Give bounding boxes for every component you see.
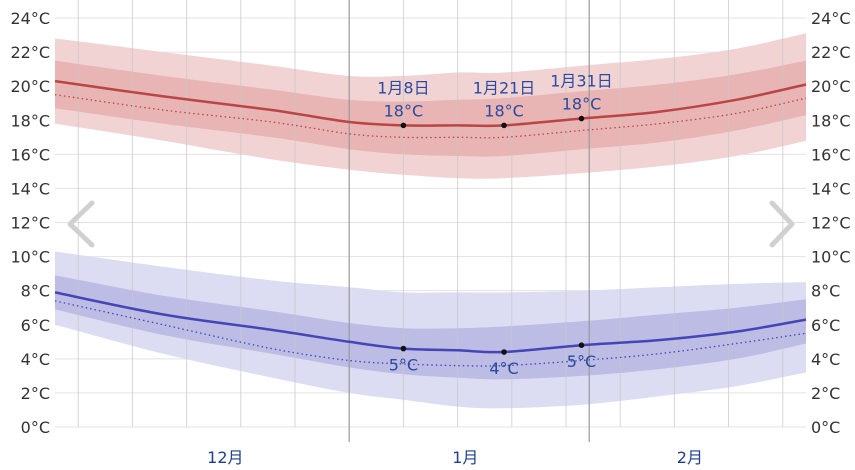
annotation-point — [400, 122, 407, 129]
y-tick-label-right: 16°C — [811, 145, 851, 164]
axis-ticks: 0°C 0°C 2°C 2°C 4°C 4°C 6°C 6°C 8°C 8°C 10°C 10°C 12… — [10, 9, 850, 437]
annotation-point — [578, 115, 585, 122]
series-lines — [54, 79, 807, 367]
y-tick-label-right: 4°C — [811, 350, 840, 369]
y-tick-label-right: 14°C — [811, 179, 851, 198]
y-tick-label-right: 18°C — [811, 111, 851, 130]
y-tick-label-right: 2°C — [811, 384, 840, 403]
month-label: 1月 — [452, 448, 478, 467]
y-tick-label-left: 8°C — [21, 282, 50, 301]
y-tick-label-left: 16°C — [10, 145, 50, 164]
annotation-temp: 18°C — [384, 101, 424, 120]
y-tick-label-right: 0°C — [811, 418, 840, 437]
annotation-date: 1月21日 — [473, 78, 536, 97]
y-tick-label-left: 4°C — [21, 350, 50, 369]
y-tick-label-right: 24°C — [811, 9, 851, 28]
annotation-date: 1月31日 — [550, 72, 613, 91]
month-label: 12月 — [207, 448, 243, 467]
annotation-point — [501, 122, 507, 129]
y-tick-label-left: 0°C — [21, 418, 50, 437]
month-label: 2月 — [677, 448, 703, 467]
annotation-date: 1月8日 — [377, 78, 429, 97]
navigation — [60, 195, 796, 253]
y-tick-label-left: 2°C — [21, 384, 50, 403]
next-button[interactable] — [752, 195, 796, 253]
prev-button[interactable] — [60, 195, 104, 253]
chevron-right-icon — [769, 200, 795, 248]
chevron-left-icon — [67, 200, 95, 248]
y-tick-label-left: 24°C — [10, 9, 50, 28]
y-tick-label-right: 22°C — [811, 43, 851, 62]
y-tick-label-right: 20°C — [811, 77, 851, 96]
low-band-inner — [55, 275, 806, 380]
annotation-temp: 18°C — [562, 95, 602, 114]
y-tick-label-left: 6°C — [21, 316, 50, 335]
y-tick-label-right: 6°C — [811, 316, 840, 335]
annotation-point — [578, 342, 585, 349]
annotation-temp: 4°C — [489, 359, 518, 378]
y-tick-label-left: 10°C — [10, 248, 50, 267]
annotation-temp: 5°C — [389, 356, 418, 375]
month-labels: 12月 1月 2月 — [207, 448, 703, 467]
y-tick-label-right: 12°C — [811, 214, 851, 233]
y-tick-label-right: 10°C — [811, 248, 851, 267]
low-dotted-line — [54, 300, 807, 367]
y-tick-label-left: 18°C — [10, 111, 50, 130]
low-mean-line — [54, 291, 807, 354]
high-band-inner — [55, 60, 806, 157]
bands — [55, 33, 806, 409]
y-tick-label-left: 12°C — [10, 214, 50, 233]
annotation-point — [400, 345, 407, 352]
y-tick-label-left: 14°C — [10, 179, 50, 198]
high-mean-line — [54, 79, 807, 128]
annotations: 1月8日 18°C 1月21日 18°C 1月31日 18°C 5°C 4°C 5°C — [377, 72, 613, 378]
annotation-temp: 5°C — [567, 352, 596, 371]
annotation-point — [501, 349, 507, 355]
y-tick-label-right: 8°C — [811, 282, 840, 301]
y-tick-label-left: 20°C — [10, 77, 50, 96]
y-tick-label-left: 22°C — [10, 43, 50, 62]
annotation-temp: 18°C — [484, 101, 524, 120]
